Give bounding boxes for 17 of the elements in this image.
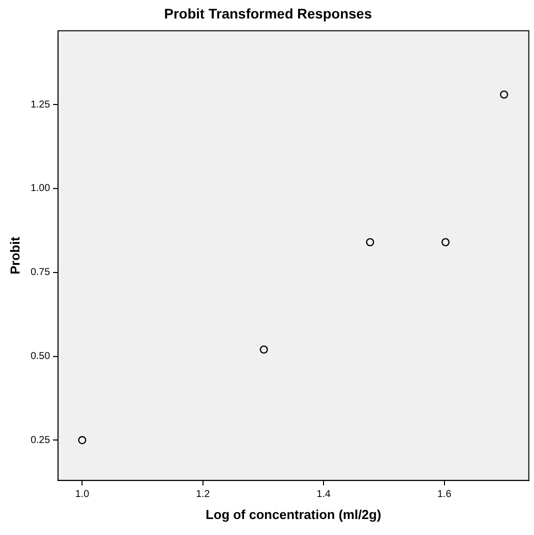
point [260, 345, 268, 354]
y-tick-label: 1.00 [30, 183, 50, 194]
point [500, 90, 508, 99]
point [366, 238, 374, 246]
y-axis-title: Probit [7, 236, 22, 274]
chart-title: Probit Transformed Responses [164, 5, 372, 22]
x-tick-label: 1.6 [437, 489, 452, 500]
x-tick-label: 1.0 [75, 489, 90, 500]
y-tick-label: 0.75 [30, 267, 50, 278]
x-tick-label: 1.4 [316, 489, 331, 500]
y-tick-label: 1.25 [30, 99, 50, 110]
point [78, 436, 86, 444]
y-tick-label: 0.25 [30, 434, 50, 446]
y-tick-label: 0.50 [30, 351, 50, 362]
x-tick-label: 1.2 [196, 489, 210, 500]
point [441, 238, 450, 246]
x-axis-title: Log of concentration (ml/2g) [206, 506, 382, 522]
